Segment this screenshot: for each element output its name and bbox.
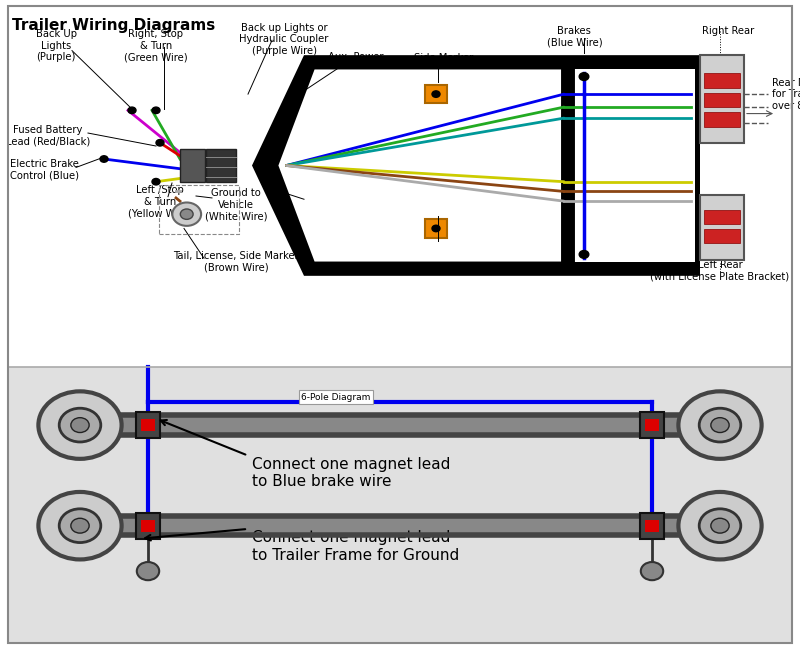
Circle shape bbox=[432, 225, 440, 232]
Circle shape bbox=[678, 391, 762, 459]
Text: Ground to Trailer
(White Wire): Ground to Trailer (White Wire) bbox=[286, 191, 370, 213]
Bar bbox=[180, 149, 205, 182]
Text: Back Up
Lights
(Purple): Back Up Lights (Purple) bbox=[35, 29, 77, 62]
Text: Right Rear: Right Rear bbox=[702, 26, 754, 36]
Circle shape bbox=[579, 73, 589, 80]
Bar bbox=[645, 520, 659, 532]
Circle shape bbox=[432, 91, 440, 97]
Bar bbox=[206, 149, 236, 182]
Text: Trailer Wiring Diagrams: Trailer Wiring Diagrams bbox=[12, 18, 215, 32]
Text: Connect one magnet lead
to Blue brake wire: Connect one magnet lead to Blue brake wi… bbox=[252, 457, 450, 489]
Text: 6-Pole Diagram: 6-Pole Diagram bbox=[302, 393, 370, 402]
Text: Left /Stop
& Turn
(Yellow Wire): Left /Stop & Turn (Yellow Wire) bbox=[128, 185, 192, 218]
Text: (Yellow): (Yellow) bbox=[425, 160, 463, 171]
Text: Ground to
Vehicle
(White Wire): Ground to Vehicle (White Wire) bbox=[205, 188, 267, 221]
Circle shape bbox=[579, 251, 589, 258]
Circle shape bbox=[59, 509, 101, 543]
Text: Left Rear
(with License Plate Bracket): Left Rear (with License Plate Bracket) bbox=[650, 260, 790, 281]
Text: Right, Stop
& Turn
(Green Wire): Right, Stop & Turn (Green Wire) bbox=[124, 29, 188, 62]
Text: Brakes
(Blue Wire): Brakes (Blue Wire) bbox=[546, 26, 602, 47]
Text: Side Marker: Side Marker bbox=[414, 235, 474, 245]
Bar bbox=[700, 55, 744, 143]
Bar bbox=[141, 419, 155, 431]
Circle shape bbox=[641, 562, 663, 580]
Circle shape bbox=[711, 519, 729, 533]
Bar bbox=[425, 219, 447, 238]
Bar bbox=[704, 229, 740, 243]
Circle shape bbox=[59, 408, 101, 442]
Bar bbox=[141, 520, 155, 532]
Text: Fused Battery
Lead (Red/Black): Fused Battery Lead (Red/Black) bbox=[6, 125, 90, 146]
Circle shape bbox=[678, 492, 762, 559]
Bar bbox=[8, 367, 792, 643]
Bar bbox=[158, 185, 238, 234]
Text: Side Marker: Side Marker bbox=[414, 53, 474, 63]
Circle shape bbox=[137, 562, 159, 580]
Bar bbox=[700, 195, 744, 260]
Text: Aux. Power
(Red Wire): Aux. Power (Red Wire) bbox=[328, 52, 384, 73]
Polygon shape bbox=[278, 69, 694, 262]
Circle shape bbox=[38, 492, 122, 559]
Bar bbox=[425, 85, 447, 103]
Bar bbox=[704, 112, 740, 127]
Polygon shape bbox=[252, 55, 700, 276]
Bar bbox=[136, 513, 160, 539]
Circle shape bbox=[172, 202, 201, 226]
Circle shape bbox=[71, 519, 89, 533]
Circle shape bbox=[152, 178, 160, 185]
Circle shape bbox=[38, 391, 122, 459]
Circle shape bbox=[180, 209, 193, 219]
Text: (Brown): (Brown) bbox=[539, 146, 549, 185]
Bar bbox=[136, 412, 160, 438]
Circle shape bbox=[100, 156, 108, 162]
Text: Back up Lights or
Hydraulic Coupler
(Purple Wire): Back up Lights or Hydraulic Coupler (Pur… bbox=[239, 23, 329, 56]
Circle shape bbox=[71, 418, 89, 432]
Bar bbox=[645, 419, 659, 431]
Text: (Green): (Green) bbox=[465, 131, 503, 141]
Bar bbox=[704, 210, 740, 224]
Circle shape bbox=[699, 509, 741, 543]
Text: Tail, License, Side Marker
(Brown Wire): Tail, License, Side Marker (Brown Wire) bbox=[173, 251, 299, 273]
Circle shape bbox=[128, 107, 136, 114]
Circle shape bbox=[711, 418, 729, 432]
Bar bbox=[572, 69, 694, 262]
Circle shape bbox=[152, 107, 160, 114]
Bar bbox=[640, 513, 664, 539]
Text: Rear Markers
for Trailers
over 80" wide: Rear Markers for Trailers over 80" wide bbox=[772, 77, 800, 111]
Circle shape bbox=[156, 140, 164, 146]
Circle shape bbox=[699, 408, 741, 442]
Text: Electric Brake
Control (Blue): Electric Brake Control (Blue) bbox=[10, 159, 78, 180]
Text: Connect one magnet lead
to Trailer Frame for Ground: Connect one magnet lead to Trailer Frame… bbox=[252, 530, 459, 563]
Bar bbox=[640, 412, 664, 438]
Bar bbox=[704, 93, 740, 107]
Bar bbox=[704, 73, 740, 88]
